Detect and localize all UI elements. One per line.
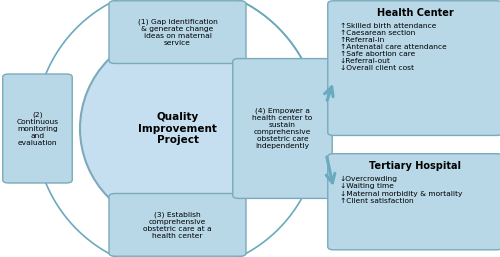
Text: Tertiary Hospital: Tertiary Hospital <box>369 161 461 171</box>
Text: (4) Empower a
health center to
sustain
comprehensive
obstetric care
independentl: (4) Empower a health center to sustain c… <box>252 108 312 149</box>
Text: Quality
Improvement
Project: Quality Improvement Project <box>138 112 217 145</box>
FancyBboxPatch shape <box>109 1 246 63</box>
Text: (2)
Continuous
monitoring
and
evaluation: (2) Continuous monitoring and evaluation <box>16 111 58 146</box>
FancyBboxPatch shape <box>109 194 246 256</box>
Text: (1) Gap identification
& generate change
ideas on maternal
service: (1) Gap identification & generate change… <box>138 18 218 46</box>
FancyBboxPatch shape <box>328 1 500 135</box>
FancyBboxPatch shape <box>328 154 500 250</box>
Text: Health Center: Health Center <box>376 8 454 18</box>
Ellipse shape <box>80 31 275 226</box>
FancyBboxPatch shape <box>2 74 72 183</box>
Text: (3) Establish
comprehensive
obstetric care at a
health center: (3) Establish comprehensive obstetric ca… <box>143 211 212 239</box>
Text: ↓Overcrowding
↓Waiting time
↓Maternal morbidity & mortality
↑Client satisfaction: ↓Overcrowding ↓Waiting time ↓Maternal mo… <box>340 176 462 204</box>
Text: ↑Skilled birth attendance
↑Caesarean section
↑Referral-in
↑Antenatal care attend: ↑Skilled birth attendance ↑Caesarean sec… <box>340 23 446 71</box>
FancyBboxPatch shape <box>232 59 332 198</box>
